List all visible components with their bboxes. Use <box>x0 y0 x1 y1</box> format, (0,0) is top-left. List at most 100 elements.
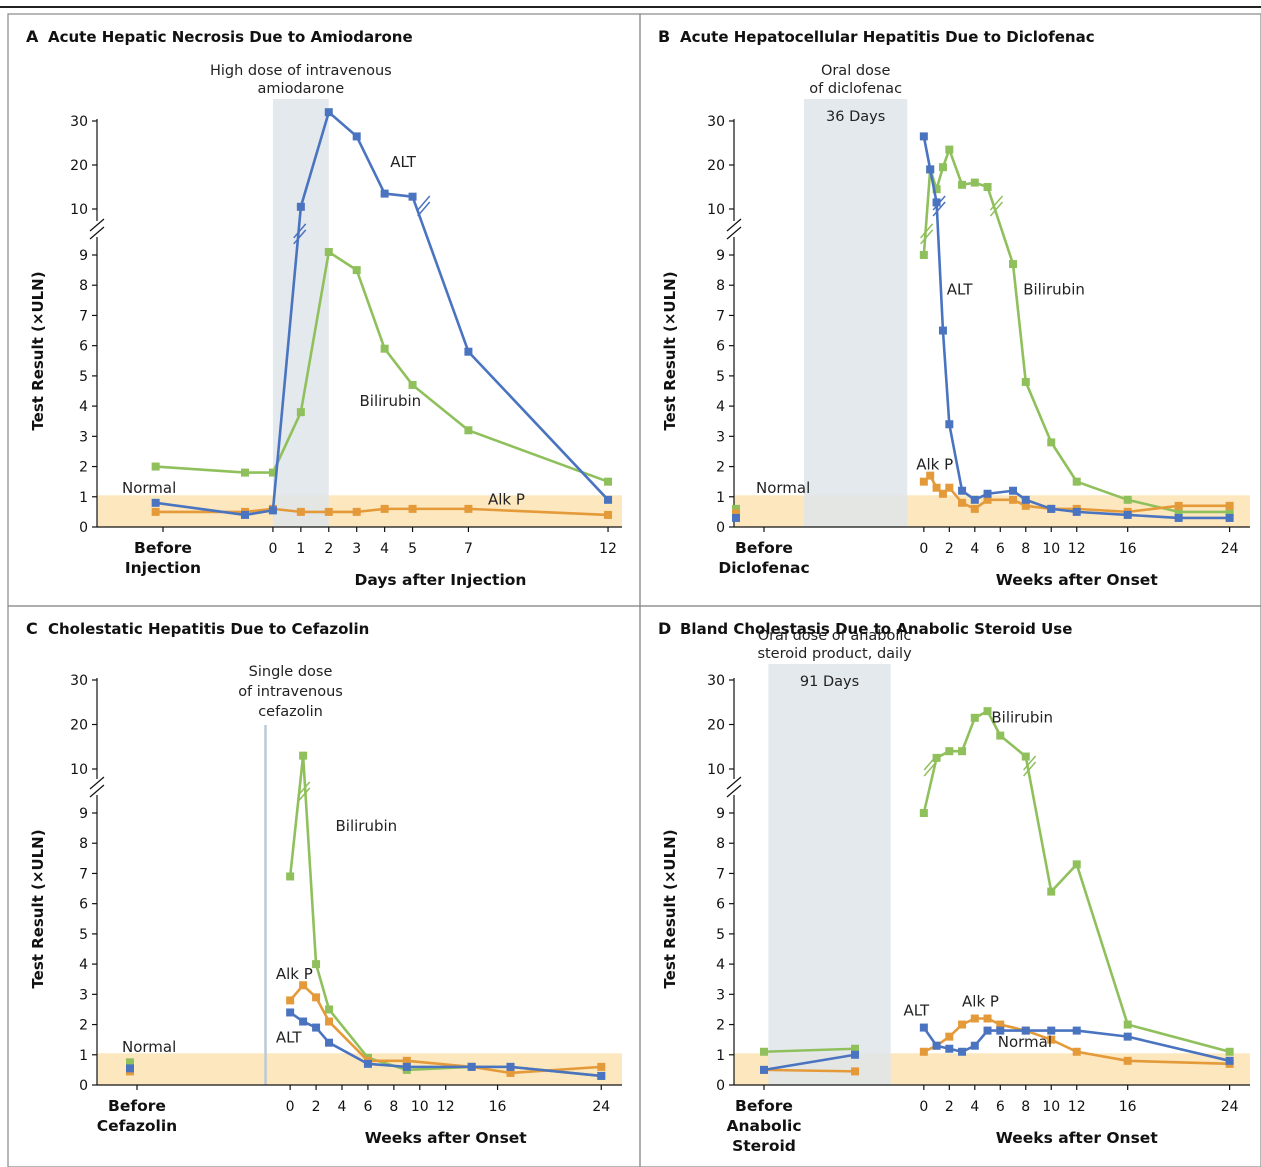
y-tick-label: 5 <box>716 927 725 943</box>
data-point-alkp <box>1009 495 1018 504</box>
series-line-bilirubin <box>922 148 1230 514</box>
data-point-alkp <box>1123 1056 1132 1065</box>
data-point-alt <box>938 326 947 335</box>
x-tick-label: 2 <box>312 1099 321 1115</box>
x-axis-label: Weeks after Onset <box>996 1129 1159 1147</box>
x-tick-label: 8 <box>389 1099 398 1115</box>
data-point-alkp <box>1047 1035 1056 1044</box>
data-point-alt <box>970 495 979 504</box>
y-tick-label: 9 <box>79 248 88 264</box>
before-label-line: Before <box>735 1097 793 1115</box>
y-axis-break-mark <box>89 776 105 798</box>
y-tick-label: 20 <box>707 158 725 174</box>
x-tick-label: 24 <box>1221 1099 1239 1115</box>
y-axis-label: Test Result (×ULN) <box>661 271 679 430</box>
data-point-alkp <box>996 1020 1005 1029</box>
data-point-bilirubin <box>919 809 928 817</box>
before-label-line: Injection <box>125 559 201 577</box>
x-tick-label: 0 <box>919 1099 928 1115</box>
data-point-alt <box>932 198 941 207</box>
data-point-alkp <box>1174 501 1183 510</box>
series-label: Normal <box>998 1033 1052 1051</box>
x-tick-label: 12 <box>1068 541 1086 557</box>
y-tick-label: 30 <box>707 673 725 689</box>
y-axis-break-mark <box>726 776 742 798</box>
before-series-line-alt <box>763 1053 856 1072</box>
x-tick-label: 10 <box>1042 1099 1060 1115</box>
data-point-alt <box>299 1017 308 1026</box>
series-line-alt <box>155 110 609 517</box>
before-point-alt <box>760 1065 768 1074</box>
data-point-bilirubin <box>945 145 954 154</box>
y-axis-label: Test Result (×ULN) <box>29 829 47 988</box>
data-point-alkp <box>958 1020 967 1029</box>
data-point-alt <box>325 1038 334 1047</box>
data-point-alt <box>983 1026 992 1035</box>
data-point-alt <box>506 1062 515 1071</box>
data-point-bilirubin <box>958 180 967 189</box>
panel-title: Acute Hepatic Necrosis Due to Amiodarone <box>48 28 413 46</box>
data-point-bilirubin <box>604 477 613 486</box>
x-tick-label: 3 <box>352 541 361 557</box>
exposure-label-line: Oral dose <box>821 63 891 79</box>
data-point-alt <box>970 1041 979 1050</box>
normal-label: Normal <box>122 479 176 497</box>
before-point-alkp <box>732 509 740 518</box>
data-point-alkp <box>958 498 967 507</box>
before-point-alt <box>851 1050 860 1059</box>
exposure-period-band <box>272 99 329 527</box>
data-point-bilirubin <box>352 266 361 275</box>
data-point-bilirubin <box>296 408 305 417</box>
data-point-bilirubin <box>1072 477 1081 486</box>
data-point-bilirubin <box>1225 507 1234 516</box>
data-point-bilirubin <box>1123 1020 1132 1029</box>
data-point-bilirubin <box>1174 507 1183 516</box>
data-point-alkp <box>604 510 613 519</box>
data-point-alkp <box>464 504 473 513</box>
data-point-alkp <box>983 1014 992 1023</box>
before-point-alt <box>732 513 740 522</box>
data-point-alt <box>1225 1056 1234 1065</box>
x-axis-label: Weeks after Onset <box>996 571 1159 589</box>
data-point-bilirubin <box>932 753 941 762</box>
exposure-label-line: amiodarone <box>258 81 345 97</box>
data-point-alt <box>296 202 305 211</box>
data-point-alkp <box>970 1014 979 1023</box>
x-tick-label: 0 <box>919 541 928 557</box>
data-point-alt <box>1072 1026 1081 1035</box>
x-tick-label: 5 <box>408 541 417 557</box>
data-point-alt <box>597 1071 606 1080</box>
panel-c: C Cholestatic Hepatitis Due to Cefazolin S… <box>26 619 622 1147</box>
series-label: Alk P <box>916 456 953 474</box>
data-point-alt <box>467 1062 476 1071</box>
data-point-alkp <box>926 471 935 480</box>
data-point-alt <box>1174 513 1183 522</box>
data-point-bilirubin <box>919 251 928 259</box>
exposure-period-band <box>768 664 891 1085</box>
y-tick-label: 8 <box>716 836 725 852</box>
y-tick-label: 30 <box>70 673 88 689</box>
series-break-mark <box>923 755 937 777</box>
data-point-bilirubin <box>1009 260 1018 269</box>
x-tick-label: 16 <box>1119 1099 1137 1115</box>
data-point-alkp <box>325 1017 334 1026</box>
data-point-bilirubin <box>932 185 941 194</box>
data-point-bilirubin <box>970 178 979 187</box>
before-point-bilirubin <box>851 1044 860 1053</box>
data-point-alt <box>1009 486 1018 495</box>
data-point-alkp <box>1225 501 1234 510</box>
x-tick-label: 12 <box>437 1099 455 1115</box>
normal-label: Normal <box>122 1038 176 1056</box>
before-label-line: Steroid <box>732 1137 796 1155</box>
y-tick-label: 7 <box>79 866 88 882</box>
before-point-bilirubin <box>732 504 740 513</box>
data-point-alt <box>958 1047 967 1056</box>
x-tick-label: 16 <box>489 1099 507 1115</box>
data-point-bilirubin <box>958 747 967 756</box>
series-break-mark <box>932 195 946 217</box>
exposure-label-line: High dose of intravenous <box>210 63 392 79</box>
data-point-alt <box>1123 1032 1132 1041</box>
data-point-alt <box>312 1023 321 1032</box>
data-point-alkp <box>408 504 417 513</box>
x-tick-label: 12 <box>1068 1099 1086 1115</box>
